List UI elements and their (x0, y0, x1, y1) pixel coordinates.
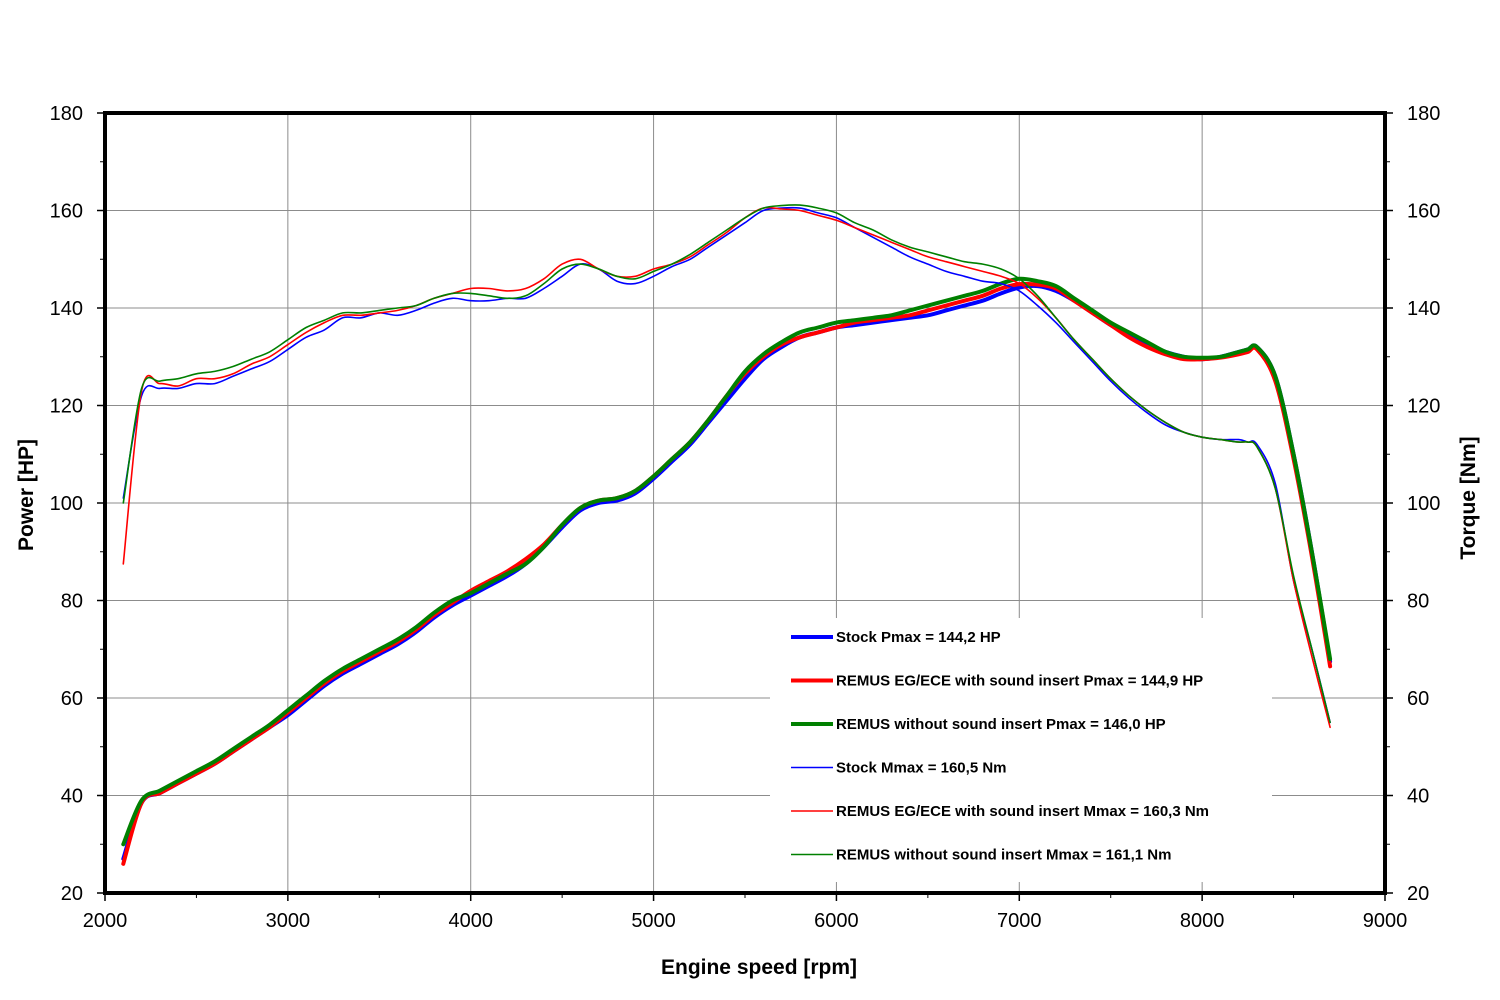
y2-tick-label: 80 (1407, 591, 1429, 613)
legend: Stock Pmax = 144,2 HP REMUS EG/ECE with s… (770, 618, 1272, 882)
legend-label: Stock Mmax = 160,5 Nm (836, 760, 1007, 777)
y2-tick-label: 100 (1407, 493, 1440, 515)
y2-tick-label: 60 (1407, 688, 1429, 710)
y-tick-label: 60 (61, 688, 83, 710)
y-tick-label: 80 (61, 591, 83, 613)
y-tick-label: 100 (50, 493, 83, 515)
y2-tick-label: 160 (1407, 201, 1440, 223)
y2-axis-title: Torque [Nm] (1457, 436, 1480, 559)
y-tick-label: 20 (61, 883, 83, 905)
legend-label: REMUS EG/ECE with sound insert Pmax = 14… (836, 673, 1203, 690)
x-tick-label: 9000 (1363, 910, 1408, 932)
x-axis-title: Engine speed [rpm] (661, 956, 857, 979)
y2-tick-label: 180 (1407, 103, 1440, 125)
legend-label: REMUS EG/ECE with sound insert Mmax = 16… (836, 803, 1209, 820)
series-line-3 (121, 276, 1333, 847)
y-tick-label: 40 (61, 786, 83, 808)
legend-label: Stock Pmax = 144,2 HP (836, 629, 1001, 646)
y-axis-title: Power [HP] (15, 439, 38, 551)
x-tick-label: 2000 (83, 910, 128, 932)
legend-box (770, 618, 1272, 882)
legend-label: REMUS without sound insert Pmax = 146,0 … (836, 716, 1166, 733)
series-line-4 (122, 206, 1331, 724)
x-tick-label: 8000 (1180, 910, 1225, 932)
x-tick-label: 6000 (814, 910, 859, 932)
series-layer (121, 204, 1333, 866)
legend-label: REMUS without sound insert Mmax = 161,1 … (836, 847, 1171, 864)
y2-tick-label: 20 (1407, 883, 1429, 905)
y-tick-label: 120 (50, 396, 83, 418)
legend-items: Stock Pmax = 144,2 HP REMUS EG/ECE with s… (791, 629, 1209, 864)
y-tick-label: 160 (50, 201, 83, 223)
tick-marks (97, 112, 1393, 901)
tick-labels: 2000 3000 4000 5000 6000 7000 8000 9000 20 20 40 40… (50, 103, 1441, 932)
y-tick-label: 140 (50, 298, 83, 320)
y2-tick-label: 40 (1407, 786, 1429, 808)
y2-tick-label: 140 (1407, 298, 1440, 320)
x-tick-label: 4000 (448, 910, 493, 932)
x-tick-label: 3000 (266, 910, 311, 932)
x-tick-label: 7000 (997, 910, 1042, 932)
y-tick-label: 180 (50, 103, 83, 125)
series-line-6 (122, 204, 1331, 724)
grid (105, 113, 1385, 893)
x-tick-label: 5000 (631, 910, 676, 932)
y2-tick-label: 120 (1407, 396, 1440, 418)
